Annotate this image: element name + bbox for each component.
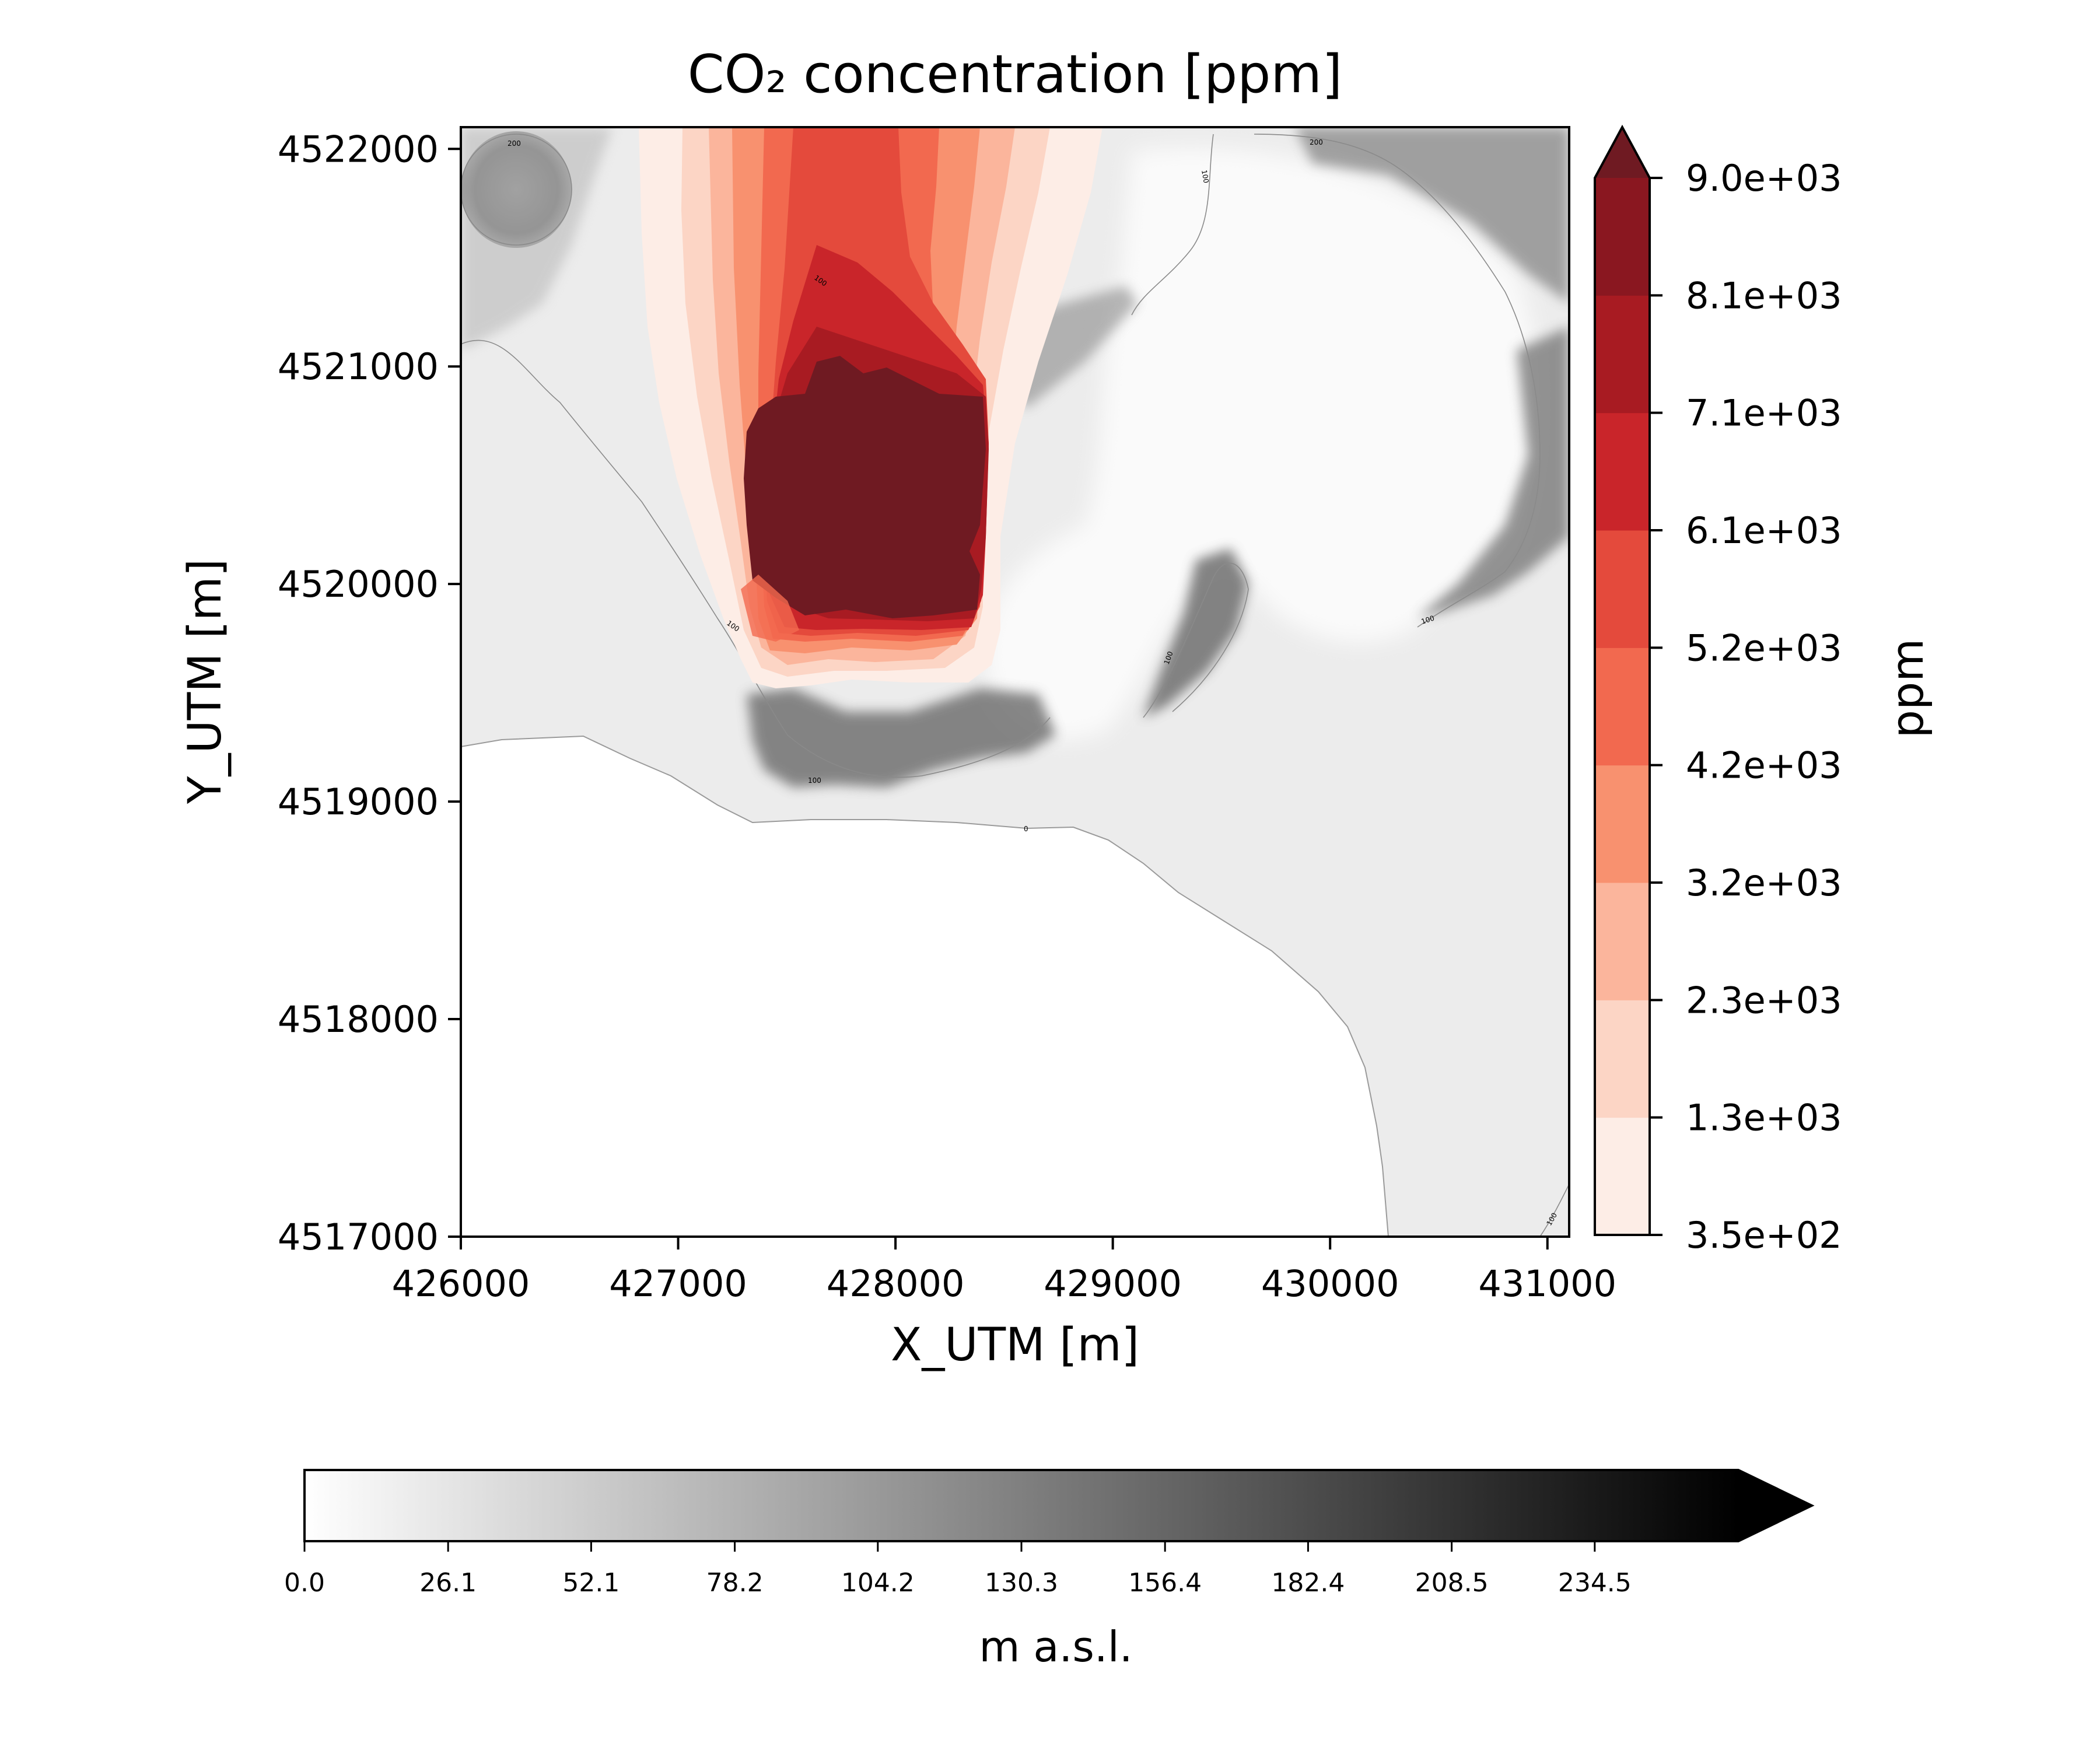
ppm-tick-label: 3.5e+02 xyxy=(1686,1214,1842,1256)
elevation-tick-label: 0.0 xyxy=(284,1568,325,1598)
chart-title: CO₂ concentration [ppm] xyxy=(688,44,1342,105)
coastline-contour xyxy=(461,735,1389,1237)
ppm-colorbar-band xyxy=(1595,530,1650,648)
y-axis-ticks: 4522000 4521000 4520000 4519000 4518000 45170… xyxy=(278,128,461,1258)
ppm-colorbar-band xyxy=(1595,765,1650,883)
y-tick-label: 4519000 xyxy=(278,780,439,823)
contour-100-west xyxy=(461,340,1051,778)
contour-label: 200 xyxy=(508,139,521,148)
contour-100-north xyxy=(1131,134,1214,316)
ppm-tick-label: 9.0e+03 xyxy=(1686,157,1842,200)
southern-hills xyxy=(747,688,1056,788)
northeast-hills xyxy=(1295,127,1569,303)
ppm-colorbar: 3.5e+02 1.3e+03 2.3e+03 3.2e+03 4.2e+03 5.2e+… xyxy=(1594,124,1933,1256)
y-axis-label: Y_UTM [m] xyxy=(179,559,232,804)
ppm-tick-label: 3.2e+03 xyxy=(1686,862,1842,904)
elevation-colorbar: 0.0 26.1 52.1 78.2 104.2 130.3 156.4 182.4 208.5… xyxy=(284,1469,1815,1671)
x-axis-ticks: 426000 427000 428000 429000 430000 431000 xyxy=(392,1237,1616,1305)
east-ridge xyxy=(1418,327,1569,618)
y-tick-label: 4521000 xyxy=(278,345,439,388)
contour-200-crater xyxy=(461,134,572,246)
ppm-colorbar-label: ppm xyxy=(1881,639,1933,738)
ppm-colorbar-band xyxy=(1595,178,1650,296)
y-tick-label: 4520000 xyxy=(278,563,439,606)
contour-label: 100 xyxy=(808,776,821,785)
elevation-tick-label: 104.2 xyxy=(841,1568,915,1598)
y-tick-label: 4522000 xyxy=(278,128,439,170)
elevation-colorbar-ticks: 0.0 26.1 52.1 78.2 104.2 130.3 156.4 182.4 208.5… xyxy=(284,1541,1632,1598)
x-tick-label: 426000 xyxy=(392,1262,530,1305)
ppm-colorbar-band xyxy=(1595,295,1650,414)
elevation-colorbar-label: m a.s.l. xyxy=(979,1622,1132,1671)
contour-label: 100 xyxy=(1200,169,1210,184)
ppm-colorbar-outline xyxy=(1594,124,1651,1236)
elevation-tick-label: 130.3 xyxy=(985,1568,1058,1598)
elevation-tick-label: 208.5 xyxy=(1415,1568,1489,1598)
elevation-tick-label: 234.5 xyxy=(1558,1568,1632,1598)
ppm-colorbar-extend-triangle xyxy=(1595,127,1650,178)
contour-label: 0 xyxy=(1024,825,1028,833)
ppm-tick-label: 5.2e+03 xyxy=(1686,626,1842,669)
ppm-tick-label: 2.3e+03 xyxy=(1686,979,1842,1021)
plot-frame xyxy=(460,126,1570,1238)
contour-100-central xyxy=(1143,562,1249,718)
ppm-tick-label: 1.3e+03 xyxy=(1686,1097,1842,1139)
ppm-colorbar-bands xyxy=(1595,178,1650,1236)
map-panel: 200 100 200 100 100 100 100 100 0 100 CO… xyxy=(179,44,1616,1371)
ppm-tick-label: 8.1e+03 xyxy=(1686,274,1842,317)
elevation-tick-label: 156.4 xyxy=(1128,1568,1202,1598)
sea-area xyxy=(461,736,1388,1237)
y-tick-label: 4517000 xyxy=(278,1216,439,1258)
ppm-tick-label: 7.1e+03 xyxy=(1686,392,1842,435)
contour-100-east xyxy=(1254,134,1541,628)
x-tick-label: 428000 xyxy=(827,1262,965,1305)
x-tick-label: 431000 xyxy=(1478,1262,1616,1305)
plume-lobe xyxy=(741,575,799,642)
ppm-tick-label: 4.2e+03 xyxy=(1686,744,1842,787)
co2-plume xyxy=(639,127,1102,688)
elevation-colorbar-outline xyxy=(303,1469,1815,1542)
x-tick-label: 430000 xyxy=(1261,1262,1399,1305)
ppm-colorbar-band xyxy=(1595,1117,1650,1236)
ppm-colorbar-band xyxy=(1595,883,1650,1000)
elevation-colorbar-extend-triangle xyxy=(1738,1470,1812,1541)
y-tick-label: 4518000 xyxy=(278,998,439,1041)
x-tick-label: 427000 xyxy=(609,1262,747,1305)
elevation-tick-label: 182.4 xyxy=(1271,1568,1345,1598)
plume-core xyxy=(744,356,986,618)
ppm-tick-label: 6.1e+03 xyxy=(1686,509,1842,552)
contour-label: 100 xyxy=(1420,614,1436,625)
elevation-tick-label: 26.1 xyxy=(419,1568,477,1598)
contour-label: 200 xyxy=(1310,138,1323,146)
elevation-colorbar-gradient xyxy=(304,1470,1738,1541)
contour-100-southeast xyxy=(1539,1184,1569,1237)
x-tick-label: 429000 xyxy=(1044,1262,1182,1305)
elevation-tick-label: 52.1 xyxy=(562,1568,620,1598)
ppm-colorbar-ticks: 3.5e+02 1.3e+03 2.3e+03 3.2e+03 4.2e+03 5.2e+… xyxy=(1650,157,1842,1256)
x-axis-label: X_UTM [m] xyxy=(891,1319,1139,1371)
elevation-tick-label: 78.2 xyxy=(706,1568,764,1598)
ppm-colorbar-band xyxy=(1595,648,1650,766)
ppm-colorbar-band xyxy=(1595,412,1650,531)
northwest-hills xyxy=(461,127,612,350)
ppm-colorbar-band xyxy=(1595,1000,1650,1118)
